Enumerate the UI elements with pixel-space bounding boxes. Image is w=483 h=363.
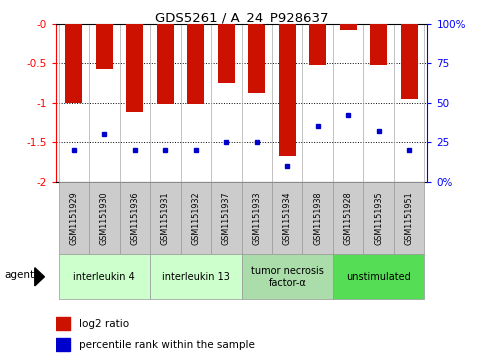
Text: GSM1151928: GSM1151928: [344, 191, 353, 245]
Text: GSM1151934: GSM1151934: [283, 191, 292, 245]
Bar: [333, 254, 425, 299]
Bar: [187, 24, 204, 104]
Polygon shape: [35, 268, 44, 286]
Text: agent: agent: [5, 270, 35, 280]
Bar: [279, 24, 296, 156]
Bar: [218, 24, 235, 83]
Bar: [333, 182, 363, 254]
Bar: [302, 182, 333, 254]
Text: GSM1151935: GSM1151935: [374, 191, 383, 245]
Bar: [394, 182, 425, 254]
Bar: [120, 182, 150, 254]
Text: GSM1151930: GSM1151930: [100, 191, 109, 245]
Bar: [363, 182, 394, 254]
Text: interleukin 4: interleukin 4: [73, 272, 135, 282]
Bar: [150, 182, 181, 254]
Text: interleukin 13: interleukin 13: [162, 272, 230, 282]
Bar: [242, 254, 333, 299]
Text: unstimulated: unstimulated: [346, 272, 411, 282]
Bar: [150, 254, 242, 299]
Bar: [272, 182, 302, 254]
Bar: [248, 24, 265, 93]
Bar: [58, 254, 150, 299]
Text: log2 ratio: log2 ratio: [79, 319, 129, 329]
Bar: [66, 24, 82, 102]
Text: GSM1151931: GSM1151931: [161, 191, 170, 245]
Bar: [96, 24, 113, 69]
Text: GSM1151936: GSM1151936: [130, 191, 139, 245]
Bar: [242, 182, 272, 254]
Bar: [58, 182, 89, 254]
Text: percentile rank within the sample: percentile rank within the sample: [79, 340, 255, 350]
Bar: [127, 24, 143, 112]
Text: tumor necrosis
factor-α: tumor necrosis factor-α: [251, 266, 324, 287]
Text: GSM1151933: GSM1151933: [252, 191, 261, 245]
Bar: [56, 317, 71, 330]
Text: GSM1151932: GSM1151932: [191, 191, 200, 245]
Text: GDS5261 / A_24_P928637: GDS5261 / A_24_P928637: [155, 11, 328, 24]
Bar: [181, 182, 211, 254]
Bar: [401, 24, 417, 99]
Bar: [340, 24, 356, 30]
Bar: [89, 182, 120, 254]
Text: GSM1151938: GSM1151938: [313, 191, 322, 245]
Text: GSM1151937: GSM1151937: [222, 191, 231, 245]
Bar: [211, 182, 242, 254]
Text: GSM1151951: GSM1151951: [405, 191, 413, 245]
Bar: [309, 24, 326, 65]
Text: GSM1151929: GSM1151929: [70, 191, 78, 245]
Bar: [56, 338, 71, 351]
Bar: [370, 24, 387, 65]
Bar: [157, 24, 174, 104]
